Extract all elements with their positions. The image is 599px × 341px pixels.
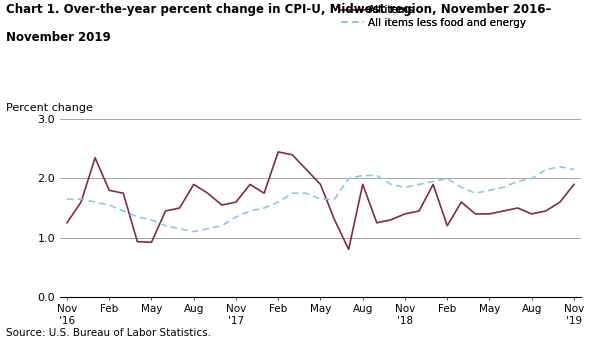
All items less food and energy — [528, 176, 536, 180]
Text: Source: U.S. Bureau of Labor Statistics.: Source: U.S. Bureau of Labor Statistics. — [6, 328, 211, 338]
All items less food and energy — [458, 185, 465, 189]
All items — [472, 212, 479, 216]
All items — [444, 224, 451, 228]
All items — [317, 182, 324, 187]
All items less food and energy — [401, 185, 409, 189]
All items less food and energy — [274, 200, 282, 204]
All items less food and energy — [261, 206, 268, 210]
All items less food and energy — [105, 203, 113, 207]
All items — [134, 240, 141, 244]
All items — [359, 182, 367, 187]
All items less food and energy — [388, 182, 395, 187]
All items — [261, 191, 268, 195]
All items less food and energy — [416, 182, 423, 187]
All items less food and energy — [148, 218, 155, 222]
All items less food and energy — [204, 227, 211, 231]
All items less food and energy — [359, 174, 367, 178]
Text: Percent change: Percent change — [6, 103, 93, 113]
All items — [528, 212, 536, 216]
All items less food and energy — [500, 185, 507, 189]
All items — [105, 188, 113, 192]
All items less food and energy — [486, 188, 493, 192]
All items less food and energy — [162, 224, 169, 228]
All items — [120, 191, 127, 195]
All items — [148, 240, 155, 244]
All items — [302, 167, 310, 172]
All items — [232, 200, 240, 204]
All items — [345, 247, 352, 251]
All items — [542, 209, 549, 213]
All items — [92, 156, 99, 160]
All items less food and energy — [190, 229, 197, 234]
All items — [218, 203, 225, 207]
Line: All items less food and energy: All items less food and energy — [67, 167, 574, 232]
All items less food and energy — [472, 191, 479, 195]
All items less food and energy — [77, 197, 84, 201]
All items less food and energy — [514, 179, 521, 183]
All items less food and energy — [246, 209, 253, 213]
All items — [458, 200, 465, 204]
All items — [556, 200, 564, 204]
All items — [373, 221, 380, 225]
All items less food and energy — [289, 191, 296, 195]
All items less food and energy — [345, 176, 352, 180]
All items less food and energy — [176, 227, 183, 231]
All items less food and energy — [218, 224, 225, 228]
All items — [63, 221, 71, 225]
All items less food and energy — [429, 179, 437, 183]
Text: Chart 1. Over-the-year percent change in CPI-U, Midwest region, November 2016–: Chart 1. Over-the-year percent change in… — [6, 3, 551, 16]
Line: All items: All items — [67, 152, 574, 249]
All items less food and energy — [317, 197, 324, 201]
All items less food and energy — [232, 215, 240, 219]
All items — [401, 212, 409, 216]
Legend: All items, All items less food and energy: All items, All items less food and energ… — [341, 5, 526, 28]
All items — [77, 200, 84, 204]
All items — [246, 182, 253, 187]
All items — [486, 212, 493, 216]
All items less food and energy — [134, 215, 141, 219]
All items less food and energy — [92, 200, 99, 204]
All items less food and energy — [120, 209, 127, 213]
All items less food and energy — [373, 174, 380, 178]
All items less food and energy — [302, 191, 310, 195]
All items less food and energy — [331, 197, 338, 201]
All items — [176, 206, 183, 210]
All items — [289, 153, 296, 157]
All items less food and energy — [570, 167, 577, 172]
All items — [162, 209, 169, 213]
All items — [190, 182, 197, 187]
Text: November 2019: November 2019 — [6, 31, 111, 44]
All items — [500, 209, 507, 213]
All items less food and energy — [542, 167, 549, 172]
All items — [416, 209, 423, 213]
All items less food and energy — [63, 197, 71, 201]
All items — [514, 206, 521, 210]
All items less food and energy — [444, 176, 451, 180]
All items — [388, 218, 395, 222]
All items — [429, 182, 437, 187]
All items — [331, 218, 338, 222]
All items less food and energy — [556, 165, 564, 169]
All items — [204, 191, 211, 195]
All items — [570, 182, 577, 187]
All items — [274, 150, 282, 154]
